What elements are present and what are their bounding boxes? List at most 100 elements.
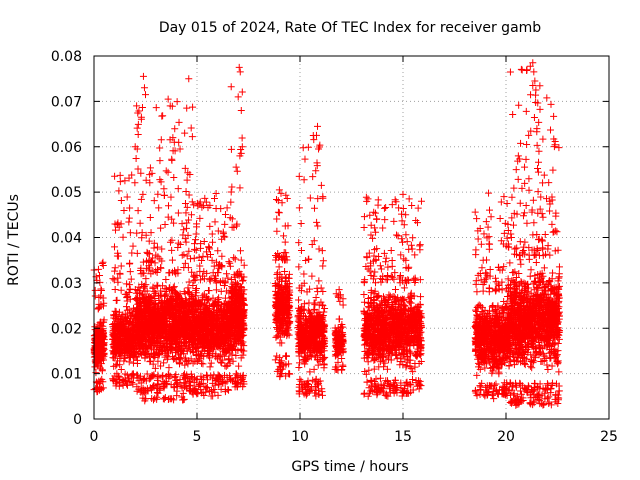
data-point [278, 339, 286, 347]
data-point [114, 372, 122, 380]
data-point [123, 193, 131, 201]
data-point [187, 370, 195, 378]
data-point [114, 219, 122, 227]
data-point [282, 352, 290, 360]
data-point [142, 176, 150, 184]
data-point [192, 246, 200, 254]
data-point [312, 167, 320, 175]
data-point [315, 277, 323, 285]
data-point [110, 276, 118, 284]
data-point [135, 337, 143, 345]
data-point [153, 243, 161, 251]
data-point [118, 322, 126, 330]
data-point [113, 296, 121, 304]
data-point [222, 362, 230, 370]
data-point [185, 247, 193, 255]
data-point [119, 233, 127, 241]
data-point [165, 284, 173, 292]
data-point [169, 321, 177, 329]
data-point [109, 375, 117, 383]
data-point [273, 352, 281, 360]
data-point [171, 125, 179, 133]
data-point [147, 229, 155, 237]
data-point [115, 373, 123, 381]
data-point [173, 98, 181, 106]
data-point [318, 247, 326, 255]
data-point [155, 204, 163, 212]
data-point [139, 190, 147, 198]
data-point [211, 218, 219, 226]
data-point [117, 365, 125, 373]
data-point [204, 287, 212, 295]
data-point [178, 220, 186, 228]
data-point [126, 352, 134, 360]
data-point [181, 164, 189, 172]
data-point [95, 386, 103, 394]
data-point [212, 286, 220, 294]
data-point [233, 167, 241, 175]
data-point [227, 145, 235, 153]
data-point [236, 247, 244, 255]
data-point [235, 362, 243, 370]
data-point [138, 104, 146, 112]
data-point [132, 154, 140, 162]
data-point [98, 352, 106, 360]
data-point [120, 206, 128, 214]
data-point [199, 379, 207, 387]
data-point [149, 382, 157, 390]
data-point [168, 268, 176, 276]
data-point [192, 230, 200, 238]
data-point [192, 236, 200, 244]
data-point [217, 287, 225, 295]
data-point [109, 321, 117, 329]
data-point [179, 231, 187, 239]
data-point [92, 369, 100, 377]
data-point [160, 185, 168, 193]
data-point [124, 320, 132, 328]
data-point [151, 394, 159, 402]
data-point [95, 293, 103, 301]
data-point [158, 112, 166, 120]
data-point [175, 118, 183, 126]
data-point [116, 331, 124, 339]
data-point [199, 252, 207, 260]
data-point [161, 393, 169, 401]
data-point [149, 267, 157, 275]
data-point [182, 383, 190, 391]
data-point [136, 219, 144, 227]
data-point [126, 268, 134, 276]
chart-title: Day 015 of 2024, Rate Of TEC Index for r… [159, 20, 541, 36]
data-point [150, 353, 158, 361]
data-point [99, 339, 107, 347]
data-point [116, 171, 124, 179]
data-point [417, 197, 425, 205]
data-point [124, 332, 132, 340]
data-point [122, 303, 130, 311]
data-point [189, 103, 197, 111]
data-point [142, 231, 150, 239]
data-point [136, 372, 144, 380]
data-point [170, 174, 178, 182]
data-point [181, 235, 189, 243]
data-point [134, 207, 142, 215]
data-point [157, 264, 165, 272]
data-point [97, 360, 105, 368]
data-point [201, 194, 209, 202]
data-point [125, 214, 133, 222]
data-point [98, 367, 106, 375]
data-point [221, 220, 229, 228]
data-point [231, 255, 239, 263]
data-point [124, 346, 132, 354]
data-point [100, 316, 108, 324]
data-point [160, 359, 168, 367]
data-point [236, 184, 244, 192]
data-point [151, 364, 159, 372]
data-point [206, 222, 214, 230]
data-point [126, 259, 134, 267]
data-point [149, 254, 157, 262]
data-point [152, 104, 160, 112]
data-point [132, 289, 140, 297]
data-point [280, 232, 288, 240]
data-point [154, 351, 162, 359]
data-point [217, 358, 225, 366]
